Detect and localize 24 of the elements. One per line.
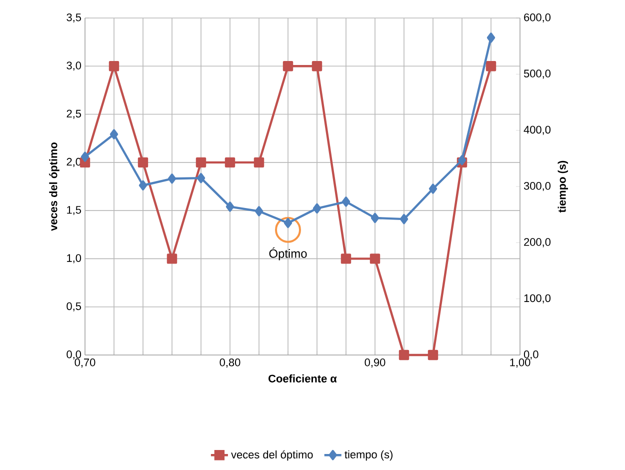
x-tick-label: 0,90 [364,358,386,368]
y2-tick-label: 100,0 [524,294,551,304]
y-tick-label: 3,5 [66,13,82,23]
legend-label: veces del óptimo [231,450,313,461]
y-tick-label: 2,5 [66,110,82,119]
y2-tick-label: 300,0 [524,182,551,192]
y2-tick-label: 600,0 [524,13,551,23]
annotation: Óptimo [269,247,307,260]
y2-tick-label: 400,0 [524,126,551,135]
x-axis-title: Coeficiente α [268,374,337,382]
x-tick-label: 0,70 [74,358,96,368]
legend-label: tiempo (s) [344,450,392,461]
y-tick-label: 3,0 [66,62,82,71]
y-axis-title: veces del óptimo [49,142,60,231]
y-tick-label: 0,0 [66,350,82,360]
y2-tick-label: 500,0 [524,70,551,79]
y-tick-label: 1,0 [67,254,82,264]
y2-tick-label: 200,0 [524,238,551,248]
y-tick-label: 0,5 [66,302,82,312]
y-tick-label: 1,5 [67,206,82,216]
y2-tick-label: 0,0 [524,350,538,360]
x-tick-label: 1,00 [510,358,530,368]
y2-axis-title: tiempo (s) [558,160,568,213]
x-tick-label: 0,80 [220,358,240,368]
